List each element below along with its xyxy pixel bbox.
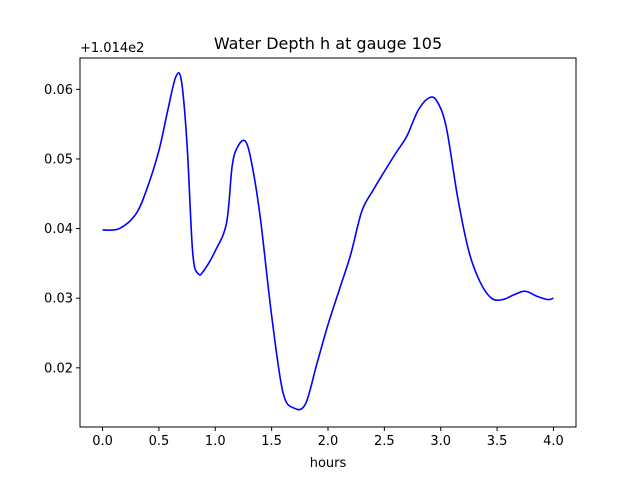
y-tick-label: 0.02: [44, 361, 73, 376]
x-axis-label: hours: [310, 456, 347, 471]
y-tick-label: 0.03: [44, 292, 73, 307]
series-line: [102, 72, 554, 411]
y-tick-label: 0.05: [44, 152, 73, 167]
x-axis-ticks: 0.0 0.5 1.0 1.5 2.0 2.5 3.0 3.5 4.0: [92, 427, 564, 449]
x-tick-label: 3.5: [487, 434, 508, 449]
x-tick-label: 0.0: [92, 434, 113, 449]
x-tick-label: 1.0: [205, 434, 226, 449]
y-axis-ticks: 0.02 0.03 0.04 0.05 0.06: [44, 83, 80, 376]
x-tick-label: 2.5: [374, 434, 395, 449]
chart-title: Water Depth h at gauge 105: [214, 34, 442, 53]
y-tick-label: 0.04: [44, 222, 73, 237]
x-tick-label: 2.0: [318, 434, 339, 449]
y-offset-label: +1.014e2: [80, 41, 144, 56]
x-tick-label: 0.5: [149, 434, 170, 449]
y-tick-label: 0.06: [44, 83, 73, 98]
x-tick-label: 4.0: [543, 434, 564, 449]
x-tick-label: 1.5: [261, 434, 282, 449]
series-layer: [102, 72, 554, 411]
x-tick-label: 3.0: [430, 434, 451, 449]
plot-area-frame: [79, 57, 577, 428]
